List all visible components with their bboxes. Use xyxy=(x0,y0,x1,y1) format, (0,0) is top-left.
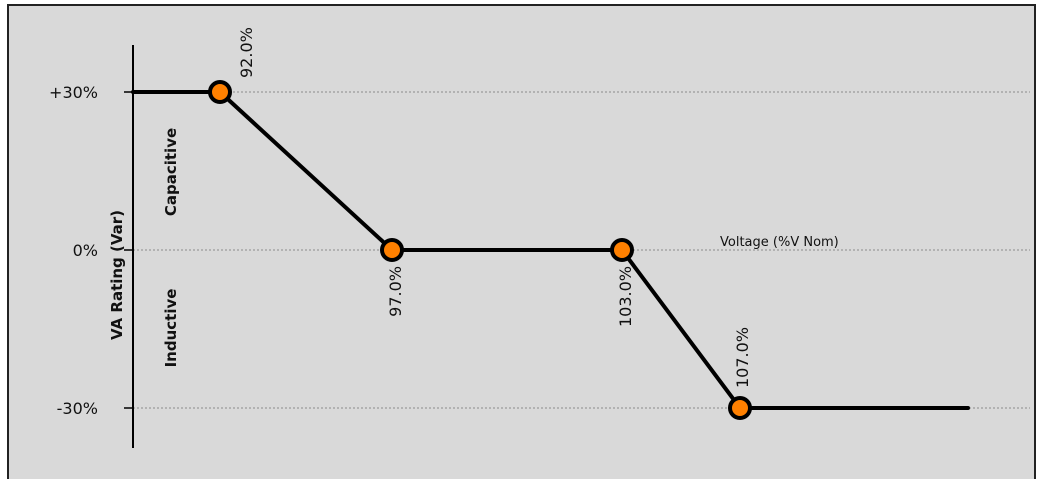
curve-point-marker xyxy=(728,396,752,420)
volt-var-curve xyxy=(131,90,970,410)
chart-background xyxy=(7,4,1036,479)
x-axis-label: Voltage (%V Nom) xyxy=(720,235,839,250)
inductive-label: Inductive xyxy=(162,289,180,368)
y-tick-label: +30% xyxy=(49,83,98,102)
y-tick-label: 0% xyxy=(73,241,98,260)
point-label: 103.0% xyxy=(616,266,635,327)
point-label: 97.0% xyxy=(386,266,405,317)
curve-point-marker xyxy=(380,238,404,262)
y-axis-label: VA Rating (Var) xyxy=(108,210,126,340)
point-label: 92.0% xyxy=(237,27,256,78)
point-label: 107.0% xyxy=(733,327,752,388)
curve-point-marker xyxy=(610,238,634,262)
capacitive-label: Capacitive xyxy=(162,128,180,216)
curve-point-marker xyxy=(208,80,232,104)
y-tick-label: -30% xyxy=(57,399,98,418)
